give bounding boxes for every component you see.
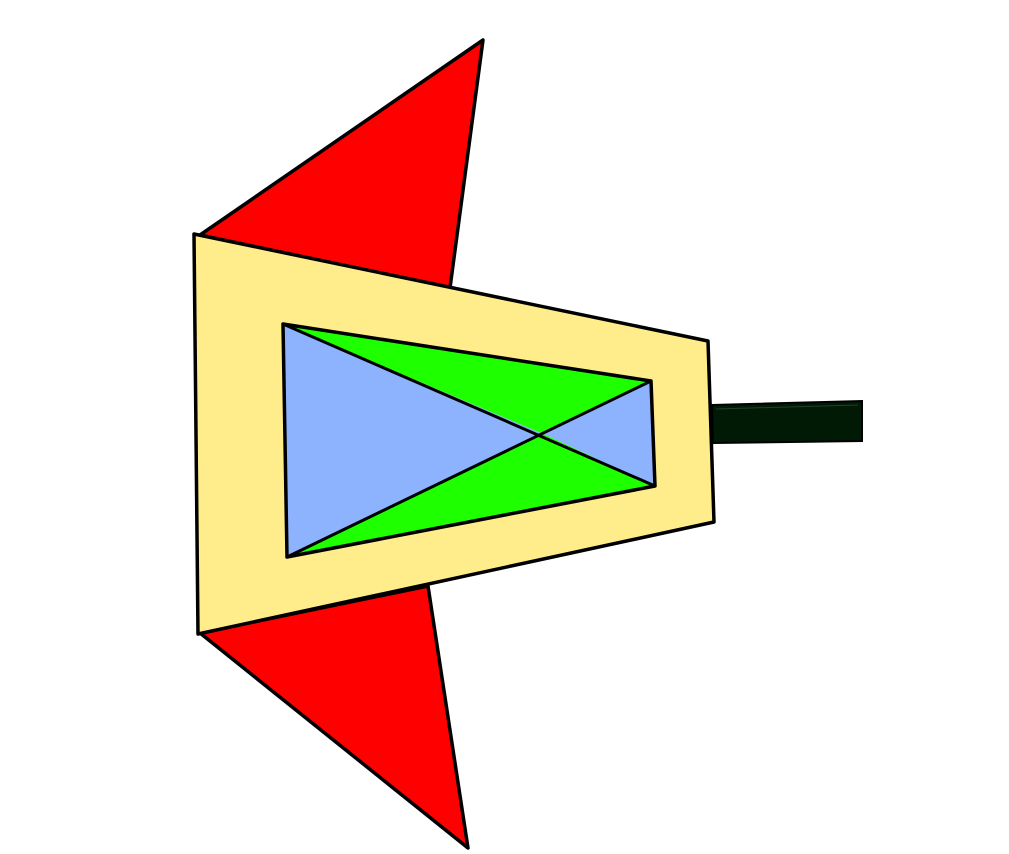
panel-right-triangle	[541, 381, 655, 486]
panel-diagonal-a	[282, 322, 656, 488]
panel-diagonal-b	[286, 379, 652, 559]
cannon-highlight	[715, 404, 859, 410]
panel-left-triangle	[283, 324, 541, 557]
cannon-barrel	[710, 399, 863, 445]
cockpit-panel	[281, 322, 657, 559]
panel-bottom-triangle	[287, 433, 655, 557]
panel-top-triangle	[283, 324, 651, 433]
